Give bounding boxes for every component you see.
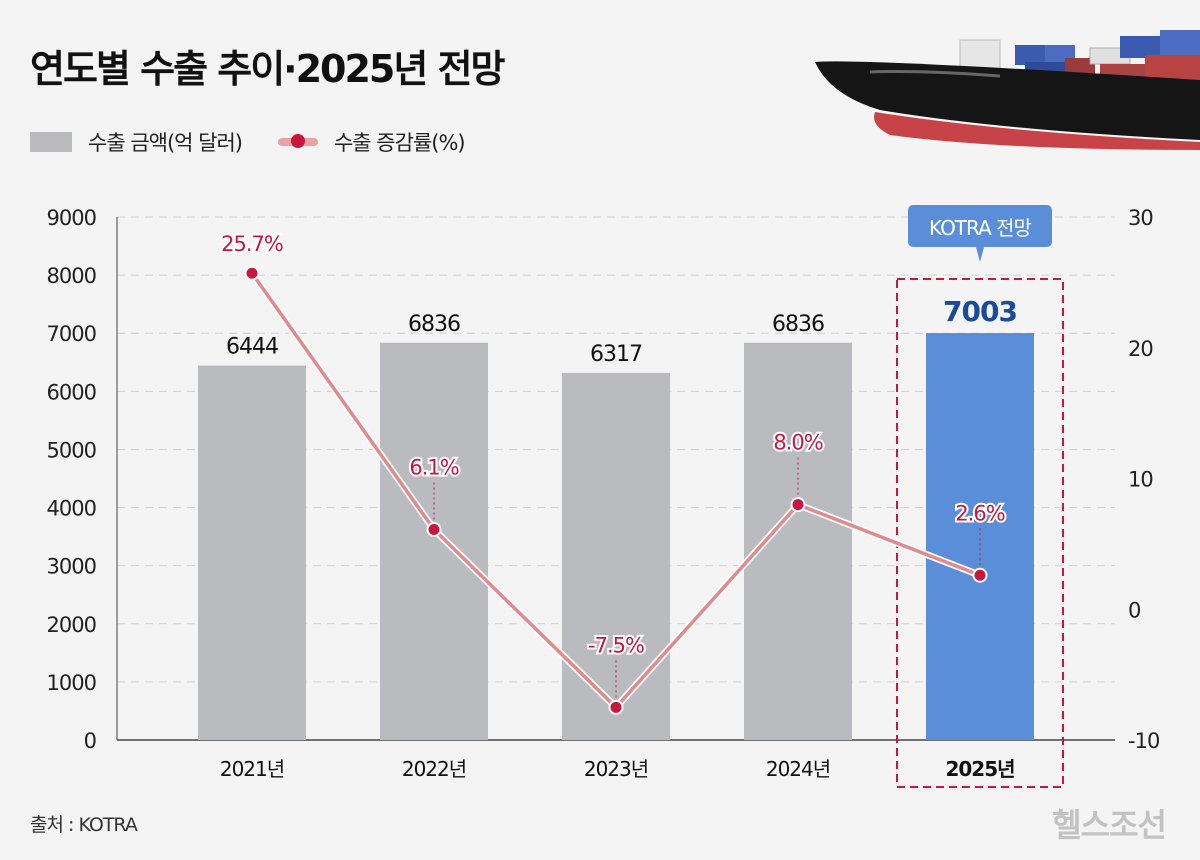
bar-2022년 — [380, 342, 488, 740]
bar-2023년 — [562, 372, 670, 740]
brand-logo: 헬스조선 — [1052, 806, 1167, 844]
bar-value-label: 6836 — [408, 312, 460, 337]
callout-text: KOTRA 전망 — [929, 216, 1032, 240]
cargo-ship-illustration — [815, 30, 1200, 150]
left-tick-label: 7000 — [47, 322, 96, 346]
bar-2025년 — [926, 333, 1034, 740]
right-tick-label: -10 — [1128, 729, 1159, 753]
line-point-2023년 — [608, 699, 624, 715]
x-tick-label: 2023년 — [584, 757, 648, 781]
line-value-label: 25.7% — [221, 232, 283, 256]
left-tick-label: 9000 — [47, 206, 96, 230]
highlight-box — [896, 278, 1064, 788]
bar-value-label: 6836 — [772, 312, 824, 337]
left-tick-label: 1000 — [47, 671, 96, 695]
bar-2021년 — [198, 365, 306, 740]
x-tick-label: 2025년 — [945, 757, 1014, 781]
x-tick-label: 2021년 — [220, 757, 284, 781]
bar-2024년 — [744, 342, 852, 740]
left-tick-label: 4000 — [47, 497, 96, 521]
legend: 수출 금액(억 달러) 수출 증감률(%) — [30, 127, 466, 157]
line-point-2022년 — [426, 521, 442, 537]
x-tick-label: 2024년 — [766, 757, 830, 781]
left-tick-label: 2000 — [47, 613, 96, 637]
line-point-2021년 — [244, 265, 260, 281]
right-tick-label: 20 — [1128, 337, 1153, 361]
legend-bar-swatch — [30, 132, 72, 152]
right-tick-label: 30 — [1128, 206, 1153, 230]
line-point-2025년 — [972, 567, 988, 583]
right-tick-label: 0 — [1128, 598, 1140, 622]
right-tick-label: 10 — [1128, 468, 1153, 492]
legend-line-swatch — [277, 134, 318, 148]
left-tick-label: 8000 — [47, 264, 96, 288]
bar-value-label: 6444 — [226, 335, 278, 360]
legend-line-label: 수출 증감률(%) — [333, 131, 466, 155]
callout-pointer — [976, 247, 984, 262]
left-tick-label: 6000 — [47, 380, 96, 404]
line-value-label: -7.5% — [588, 633, 644, 657]
bar-value-label: 6317 — [590, 342, 642, 367]
left-tick-label: 3000 — [47, 555, 96, 579]
line-point-2024년 — [790, 497, 806, 513]
left-tick-label: 0 — [84, 729, 96, 753]
bar-value-label: 7003 — [943, 295, 1017, 328]
source-note: 출처 : KOTRA — [30, 814, 138, 836]
line-value-label: 2.6% — [955, 501, 1004, 525]
chart-title: 연도별 수출 추이·2025년 전망 — [30, 47, 505, 91]
callout-badge — [908, 205, 1052, 247]
line-value-label: 8.0% — [773, 431, 822, 455]
left-tick-label: 5000 — [47, 438, 96, 462]
x-tick-label: 2022년 — [402, 757, 466, 781]
line-value-label: 6.1% — [409, 455, 458, 479]
legend-bar-label: 수출 금액(억 달러) — [88, 131, 243, 155]
